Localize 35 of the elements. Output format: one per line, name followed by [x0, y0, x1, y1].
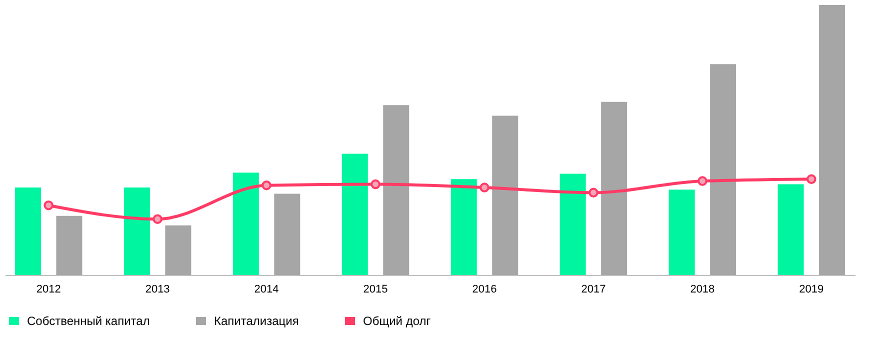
x-tick-label: 2015 — [363, 284, 388, 296]
point — [262, 180, 272, 190]
bar — [14, 188, 41, 275]
point — [370, 179, 380, 190]
bar — [383, 105, 410, 275]
x-tick-label: 2016 — [472, 284, 497, 296]
bar — [778, 184, 804, 275]
x-tick-label: 2014 — [254, 284, 279, 296]
legend-label: Капитализация — [214, 314, 299, 328]
x-tick-label: 2017 — [581, 284, 606, 296]
point — [698, 176, 708, 186]
bar — [710, 64, 736, 275]
bar — [560, 174, 586, 275]
bar — [56, 216, 82, 275]
point — [152, 214, 162, 224]
bar — [232, 172, 259, 275]
legend-label: Собственный капитал — [27, 314, 150, 328]
bar — [819, 5, 846, 275]
x-tick-label: 2018 — [690, 284, 715, 296]
bar — [342, 154, 368, 275]
x-tick-label: 2019 — [799, 284, 824, 296]
point — [480, 182, 490, 192]
point — [806, 174, 816, 184]
bar — [274, 194, 300, 275]
point — [44, 200, 54, 210]
point — [588, 188, 598, 198]
legend-label: Общий долг — [363, 314, 432, 328]
bar — [165, 225, 192, 275]
bar — [124, 188, 150, 275]
bar — [601, 102, 628, 275]
x-tick-label: 2013 — [145, 284, 170, 296]
x-tick-label: 2012 — [36, 284, 61, 296]
bar — [492, 116, 518, 275]
bar — [450, 179, 477, 275]
bar — [668, 190, 695, 275]
